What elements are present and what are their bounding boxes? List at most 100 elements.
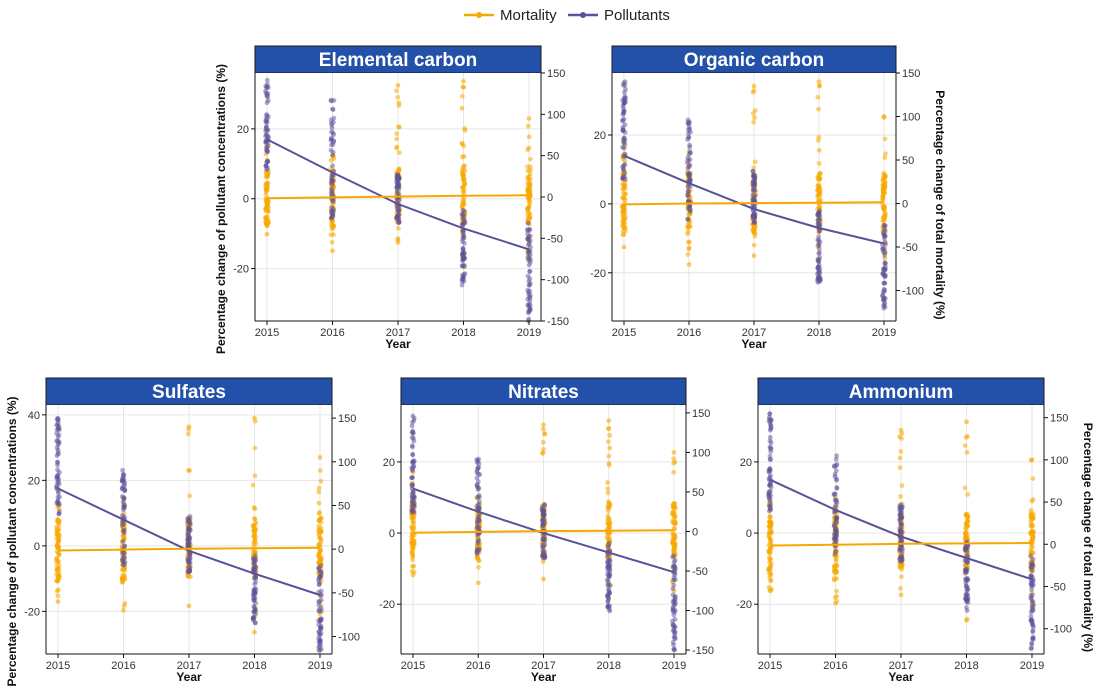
mortality-point [266, 220, 271, 226]
pollutant-point [881, 222, 887, 228]
right-tick-label: 50 [692, 487, 704, 499]
panel-elemental-carbon: Elemental carbon 2015 2016 2017 2018 2019 -20 0… [214, 45, 569, 354]
mortality-point [526, 116, 532, 121]
pollutant-point [56, 426, 61, 432]
mortality-trend-line [266, 194, 530, 200]
pollutant-point [541, 514, 546, 519]
pollutant-point [965, 592, 971, 598]
pollutant-point [687, 178, 693, 184]
pollutant-point [55, 472, 61, 478]
pollutant-point [263, 116, 269, 122]
pollutant-point [251, 560, 257, 565]
pollutant-point [687, 203, 692, 209]
mortality-trend-line [769, 542, 1033, 547]
pollutant-point [767, 482, 773, 488]
mortality-point [964, 419, 969, 425]
mortality-point [525, 123, 531, 129]
mortality-point [396, 124, 402, 130]
mortality-point [672, 545, 677, 551]
mortality-point [883, 211, 888, 217]
mortality-point [253, 534, 258, 540]
mortality-point [395, 83, 401, 88]
pollutant-point [606, 607, 612, 612]
pollutant-point [687, 142, 693, 148]
mortality-point [605, 480, 610, 485]
pollutant-point [527, 295, 533, 301]
pollutant-point [250, 556, 256, 562]
pollutant-point [881, 280, 887, 286]
mortality-point [751, 119, 756, 125]
pollutant-point [253, 574, 259, 580]
pollutant-point [964, 576, 970, 582]
legend-pollutants-label: Pollutants [604, 7, 670, 24]
x-tick-label: 2018 [242, 660, 266, 672]
left-tick-label: -20 [24, 606, 40, 618]
mortality-point [882, 175, 888, 180]
pollutant-point [620, 144, 625, 150]
pollutant-point [686, 173, 692, 179]
pollutant-point [251, 595, 256, 601]
right-tick-label: 0 [692, 526, 698, 538]
right-tick-label: -50 [692, 566, 708, 578]
pollutant-point [620, 112, 626, 117]
pollutant-point [899, 537, 905, 543]
pollutant-point [476, 524, 481, 530]
mortality-point [965, 492, 970, 497]
left-y-axis-label: Percentage change of pollutant concentra… [5, 396, 19, 686]
pollutant-point [329, 172, 335, 178]
mortality-point [622, 210, 628, 216]
mortality-point [56, 572, 61, 578]
pollutant-point [685, 165, 691, 171]
pollutant-point [54, 417, 60, 423]
mortality-point [528, 156, 533, 162]
mortality-point [475, 580, 481, 586]
pollutant-point [607, 603, 612, 609]
x-tick-label: 2018 [451, 327, 475, 339]
mortality-point [834, 588, 839, 594]
mortality-point [541, 422, 546, 428]
pollutant-point [671, 612, 677, 618]
pollutant-point [817, 250, 822, 255]
pollutant-point [55, 498, 61, 504]
panel-title: Ammonium [849, 382, 954, 403]
mortality-point [461, 163, 467, 169]
pollutant-point [672, 616, 678, 622]
pollutant-point [540, 517, 546, 523]
mortality-point [526, 178, 531, 183]
pollutant-point [525, 227, 531, 233]
mortality-point [816, 192, 822, 198]
pollutant-point [751, 195, 757, 201]
mortality-point [621, 190, 626, 196]
pollutant-point [525, 273, 531, 279]
pollutant-point [317, 581, 322, 587]
x-axis-label: Year [888, 670, 914, 684]
mortality-point [252, 445, 258, 451]
pollutant-point [318, 588, 324, 594]
mortality-point [882, 155, 888, 160]
mortality-point [815, 94, 821, 100]
mortality-point [686, 262, 692, 267]
x-tick-label: 2018 [954, 660, 978, 672]
pollutant-point [671, 553, 677, 559]
right-tick-label: -50 [547, 233, 563, 245]
x-axis-label: Year [176, 670, 202, 684]
x-tick-label: 2016 [823, 660, 847, 672]
scatter-points [409, 413, 678, 653]
pollutant-point [477, 499, 482, 505]
mortality-point [607, 525, 612, 531]
mortality-point [527, 183, 533, 189]
pollutant-point [253, 620, 258, 626]
left-tick-label: 20 [594, 130, 606, 142]
pollutant-point [264, 112, 270, 118]
mortality-point [264, 187, 270, 192]
panel-title-bar [254, 45, 542, 74]
pollutant-point [622, 122, 628, 128]
mortality-point [1029, 498, 1035, 504]
pollutant-point [672, 558, 678, 564]
right-y-axis-label: Percentage change of total mortality (%) [933, 90, 947, 319]
mortality-point [120, 576, 126, 582]
right-tick-label: 150 [338, 413, 356, 425]
pollutant-point [1029, 641, 1035, 647]
right-tick-label: -50 [338, 588, 354, 600]
mortality-point [396, 150, 402, 156]
